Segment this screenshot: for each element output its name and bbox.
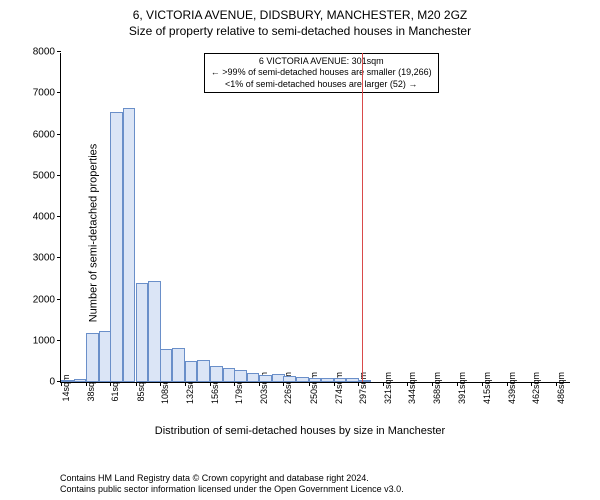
histogram-bar [283, 376, 296, 382]
marker-line [362, 53, 363, 382]
ytick-label: 5000 [33, 170, 55, 181]
ytick-label: 2000 [33, 294, 55, 305]
xtick-label: 321sqm [383, 372, 393, 404]
histogram-bar [86, 333, 99, 383]
histogram-bar [160, 349, 173, 382]
footer-attribution: Contains HM Land Registry data © Crown c… [60, 473, 404, 496]
ytick-mark [57, 216, 61, 217]
xtick-label: 250sqm [309, 372, 319, 404]
xtick-label: 391sqm [457, 372, 467, 404]
ytick-mark [57, 175, 61, 176]
xtick-label: 14sqm [61, 375, 71, 402]
histogram-bar [259, 375, 272, 382]
histogram-bar [110, 112, 123, 382]
histogram-bar [296, 377, 309, 382]
histogram-bar [172, 348, 185, 382]
footer-line2: Contains public sector information licen… [60, 484, 404, 496]
histogram-bar [136, 283, 149, 382]
histogram-bar [234, 370, 247, 382]
histogram-bar [247, 373, 260, 382]
chart-title-line1: 6, VICTORIA AVENUE, DIDSBURY, MANCHESTER… [0, 8, 600, 24]
plot-area: 6 VICTORIA AVENUE: 301sqm ← >99% of semi… [60, 53, 570, 383]
annotation-box: 6 VICTORIA AVENUE: 301sqm ← >99% of semi… [204, 53, 439, 93]
ytick-label: 4000 [33, 212, 55, 223]
ytick-mark [57, 299, 61, 300]
annotation-line1: 6 VICTORIA AVENUE: 301sqm [211, 56, 432, 67]
histogram-bar [185, 361, 198, 382]
ytick-mark [57, 257, 61, 258]
histogram-bar [123, 108, 136, 382]
x-axis-label: Distribution of semi-detached houses by … [0, 425, 600, 437]
ytick-mark [57, 51, 61, 52]
ytick-mark [57, 134, 61, 135]
xtick-label: 415sqm [482, 372, 492, 404]
chart-title-line2: Size of property relative to semi-detach… [0, 24, 600, 40]
footer-line1: Contains HM Land Registry data © Crown c… [60, 473, 404, 485]
ytick-label: 7000 [33, 88, 55, 99]
xtick-label: 439sqm [507, 372, 517, 404]
xtick-label: 462sqm [531, 372, 541, 404]
ytick-mark [57, 340, 61, 341]
histogram-bar [61, 380, 74, 382]
ytick-label: 1000 [33, 335, 55, 346]
ytick-mark [57, 92, 61, 93]
histogram-bar [74, 379, 87, 382]
histogram-bar [197, 360, 210, 382]
annotation-line2: ← >99% of semi-detached houses are small… [211, 67, 432, 78]
histogram-bar [358, 380, 371, 382]
ytick-label: 3000 [33, 253, 55, 264]
xtick-label: 486sqm [556, 372, 566, 404]
xtick-label: 344sqm [407, 372, 417, 404]
histogram-bar [309, 378, 322, 382]
histogram-bar [321, 378, 334, 382]
histogram-bar [210, 366, 223, 383]
histogram-chart: 6, VICTORIA AVENUE, DIDSBURY, MANCHESTER… [0, 0, 600, 500]
ytick-label: 0 [49, 377, 55, 388]
xtick-label: 368sqm [432, 372, 442, 404]
annotation-line3: <1% of semi-detached houses are larger (… [211, 79, 432, 90]
plot-wrap: Number of semi-detached properties 6 VIC… [0, 43, 600, 423]
ytick-label: 8000 [33, 47, 55, 58]
ytick-label: 6000 [33, 129, 55, 140]
histogram-bar [334, 378, 347, 383]
